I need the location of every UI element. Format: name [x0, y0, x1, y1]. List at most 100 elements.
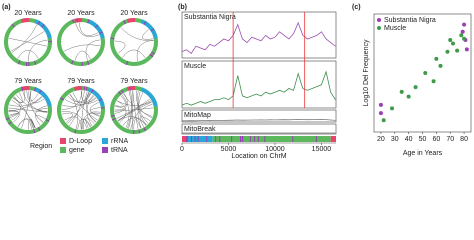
chord: [130, 103, 153, 130]
legend-marker: [377, 18, 381, 22]
chord: [138, 91, 149, 124]
circle-title: 79 Years: [120, 78, 148, 85]
chord: [89, 111, 101, 123]
legend-swatch: [60, 147, 66, 153]
panel-label: (a): [2, 4, 11, 11]
legend-swatch: [102, 138, 108, 144]
gene-bar-trna: [215, 136, 217, 142]
ring-trna: [37, 20, 41, 25]
ring-dloop: [73, 18, 83, 23]
circle-title: 20 Years: [120, 10, 148, 17]
chord: [123, 93, 153, 117]
legend-swatch: [60, 138, 66, 144]
ring-dloop: [126, 86, 136, 91]
point: [378, 102, 383, 107]
ring-rrna: [34, 19, 52, 39]
gene-bar-trna: [240, 136, 242, 142]
legend-label: Substantia Nigra: [384, 17, 436, 24]
legend-label: tRNA: [111, 147, 128, 154]
y-axis-label: Log10 Del Frequency: [363, 39, 370, 106]
x-tick-label: 60: [432, 136, 440, 143]
x-axis-label: Age in Years: [403, 150, 443, 157]
point: [462, 22, 467, 27]
track-label: MitoMap: [184, 112, 211, 119]
chord: [10, 31, 45, 52]
ring-rrna: [87, 19, 105, 39]
gene-bar: [182, 136, 188, 142]
chord: [61, 90, 83, 110]
x-tick-label: 15000: [312, 146, 332, 153]
chord: [12, 92, 23, 103]
chord: [136, 90, 147, 126]
chord: [82, 112, 101, 130]
legend-label: D-Loop: [69, 138, 92, 145]
chord: [27, 39, 48, 62]
ring-trna: [59, 97, 65, 101]
point: [445, 49, 450, 54]
ring-trna: [143, 20, 147, 25]
chord: [114, 105, 125, 111]
point: [462, 36, 467, 41]
legend-marker: [377, 26, 381, 30]
chord: [85, 39, 101, 61]
ring-trna: [45, 119, 50, 122]
chord: [89, 102, 100, 117]
chord: [121, 94, 130, 128]
point: [464, 47, 469, 52]
ring-trna: [41, 24, 45, 28]
gene-bar-trna: [254, 136, 256, 142]
x-tick-label: 0: [180, 146, 184, 153]
chord: [9, 112, 19, 117]
legend-label: gene: [69, 147, 85, 154]
track-line: [181, 70, 336, 106]
point: [459, 33, 464, 38]
ring-trna: [90, 89, 94, 94]
ring-dloop: [20, 86, 30, 91]
x-tick-label: 10000: [265, 146, 285, 153]
legend-title: Region: [30, 143, 52, 150]
ring-rrna: [87, 87, 105, 107]
circle-title: 79 Years: [14, 78, 42, 85]
track-label: Substantia Nigra: [184, 14, 236, 21]
ring-trna: [94, 24, 99, 29]
chord: [17, 118, 33, 130]
track-label: MitoBreak: [184, 126, 216, 133]
chord: [114, 107, 154, 112]
gene-bar-trna: [292, 136, 294, 142]
chord: [81, 91, 88, 130]
point: [438, 63, 443, 68]
chord: [122, 117, 147, 127]
chord: [26, 90, 39, 102]
chord: [127, 90, 133, 129]
track-box: [181, 11, 337, 59]
gene-bar-trna: [194, 136, 196, 142]
gene-bar-trna: [197, 136, 199, 142]
point: [455, 48, 460, 53]
chord: [114, 95, 127, 114]
chord: [64, 116, 82, 130]
ring-trna: [11, 23, 15, 28]
chord: [116, 100, 152, 106]
track-box: [181, 60, 337, 109]
ring-trna: [8, 121, 13, 125]
point: [423, 71, 428, 75]
ring-rrna: [34, 87, 52, 107]
ring-trna: [149, 53, 154, 58]
ring-dloop: [126, 18, 136, 23]
gene-bar-trna: [186, 136, 188, 142]
ring-trna: [143, 127, 147, 132]
chord: [77, 118, 91, 130]
chord: [8, 107, 48, 113]
chord: [28, 90, 44, 123]
chord: [11, 24, 38, 53]
chord: [30, 90, 45, 104]
point: [460, 29, 465, 34]
gene-bar-trna: [249, 136, 251, 142]
point: [390, 106, 395, 111]
gene-bar-trna: [186, 136, 188, 142]
track-box: [181, 123, 337, 135]
x-tick-label: 50: [419, 136, 427, 143]
chord: [17, 50, 39, 59]
chord: [117, 116, 147, 126]
